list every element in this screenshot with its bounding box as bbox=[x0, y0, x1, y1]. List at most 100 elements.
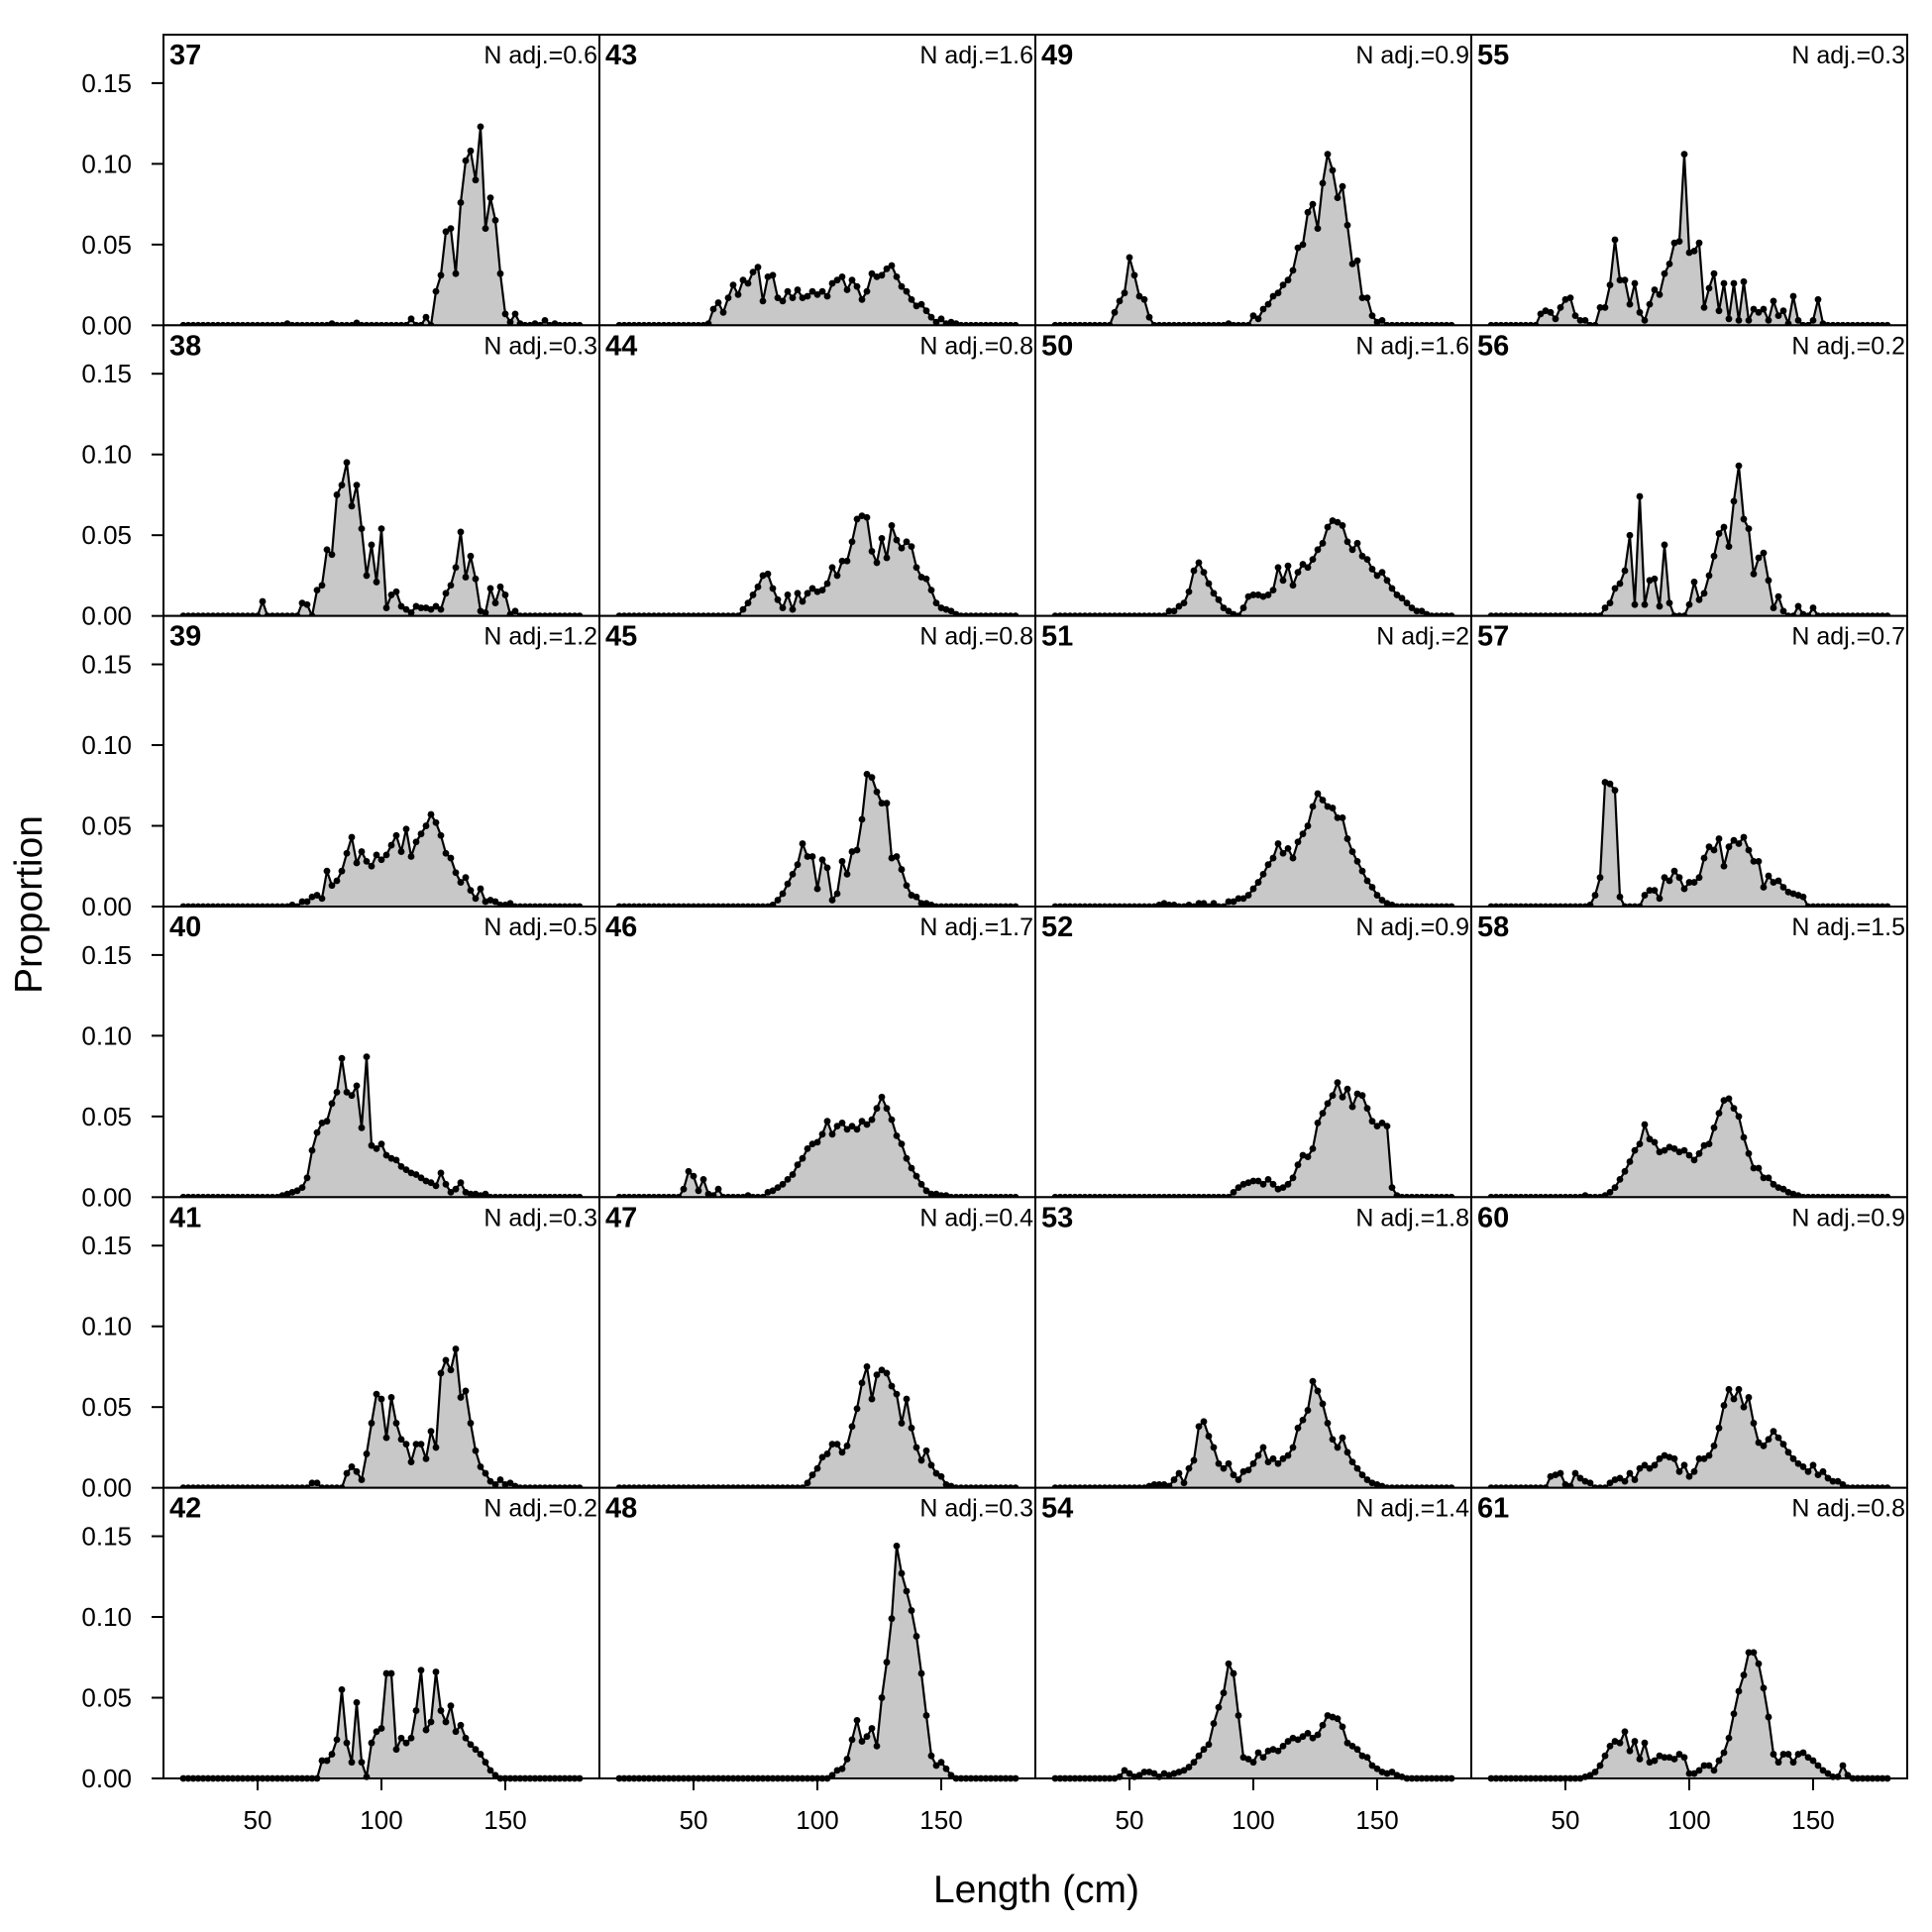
data-point bbox=[467, 1190, 475, 1198]
data-point bbox=[853, 1126, 861, 1133]
data-point bbox=[1205, 1433, 1213, 1440]
data-point bbox=[1690, 579, 1698, 586]
data-point bbox=[1616, 893, 1624, 901]
data-point bbox=[1220, 1464, 1228, 1472]
data-point bbox=[1641, 600, 1649, 608]
data-point bbox=[1740, 1671, 1748, 1679]
data-point bbox=[303, 1174, 311, 1182]
data-point bbox=[922, 1187, 930, 1195]
data-point bbox=[898, 1569, 906, 1577]
data-point bbox=[1249, 885, 1257, 893]
data-point bbox=[1685, 1770, 1693, 1777]
proportion-area bbox=[1055, 154, 1451, 326]
data-point bbox=[1225, 607, 1233, 615]
data-point bbox=[1651, 286, 1659, 293]
proportion-area bbox=[619, 1546, 1016, 1778]
data-point bbox=[1339, 1723, 1346, 1731]
data-point bbox=[407, 315, 415, 323]
data-point bbox=[1745, 1394, 1753, 1401]
data-point bbox=[1537, 310, 1545, 318]
data-point bbox=[1651, 1757, 1659, 1765]
panel-48: 48 N adj.=0.3 50 100 150 bbox=[598, 1486, 1036, 1835]
panel-id-label: 61 bbox=[1477, 1493, 1509, 1525]
data-point bbox=[1774, 1434, 1782, 1442]
data-point bbox=[754, 264, 762, 271]
data-point bbox=[1799, 1463, 1807, 1470]
data-point bbox=[1294, 1161, 1302, 1169]
data-point bbox=[883, 1105, 891, 1113]
data-point bbox=[1314, 1120, 1322, 1127]
data-point bbox=[373, 1390, 380, 1398]
data-point bbox=[1770, 1180, 1777, 1188]
data-point bbox=[1591, 1769, 1599, 1775]
data-point bbox=[338, 1685, 346, 1693]
data-point bbox=[412, 1707, 420, 1714]
data-point bbox=[422, 822, 430, 829]
data-point bbox=[853, 282, 861, 290]
data-point bbox=[719, 308, 727, 316]
data-point bbox=[1175, 602, 1183, 610]
data-point bbox=[1725, 1385, 1733, 1393]
data-point bbox=[1230, 1471, 1237, 1479]
n-adj-label: N adj.=1.7 bbox=[919, 913, 1033, 941]
data-point bbox=[1814, 1471, 1822, 1479]
data-point bbox=[1135, 292, 1143, 300]
data-point bbox=[1264, 591, 1272, 598]
data-point bbox=[467, 552, 475, 560]
panel-47: 47 N adj.=0.4 bbox=[598, 1196, 1036, 1492]
data-point bbox=[1616, 276, 1624, 284]
data-point bbox=[407, 1458, 415, 1466]
data-point bbox=[823, 580, 831, 588]
data-point bbox=[883, 1369, 891, 1377]
data-point bbox=[1309, 556, 1317, 564]
data-point bbox=[818, 1130, 826, 1138]
data-point bbox=[1289, 1444, 1297, 1451]
data-point bbox=[1363, 294, 1371, 301]
data-point bbox=[1720, 523, 1728, 531]
data-point bbox=[1606, 281, 1614, 288]
data-point bbox=[1700, 1454, 1708, 1462]
data-point bbox=[774, 595, 782, 603]
data-point bbox=[1586, 1771, 1594, 1779]
data-point bbox=[1656, 291, 1664, 298]
panel-id-label: 46 bbox=[605, 912, 637, 943]
x-tick-label: 150 bbox=[919, 1805, 962, 1835]
data-point bbox=[1378, 317, 1386, 324]
data-point bbox=[1626, 1469, 1634, 1477]
data-point bbox=[863, 287, 871, 295]
data-point bbox=[833, 276, 841, 284]
data-point bbox=[1656, 602, 1664, 610]
data-point bbox=[749, 268, 757, 275]
panel-background bbox=[599, 615, 1035, 907]
data-point bbox=[377, 856, 385, 864]
data-point bbox=[1646, 300, 1654, 308]
data-point bbox=[1755, 1164, 1763, 1172]
data-point bbox=[1180, 1767, 1188, 1774]
data-point bbox=[818, 856, 826, 864]
data-point bbox=[714, 1185, 722, 1193]
y-tick-label: 0.00 bbox=[81, 1182, 132, 1212]
y-tick-label: 0.05 bbox=[81, 1102, 132, 1131]
data-point bbox=[1809, 1757, 1817, 1765]
data-point bbox=[1829, 1477, 1837, 1485]
data-point bbox=[447, 1189, 455, 1196]
data-point bbox=[709, 305, 717, 313]
data-point bbox=[1358, 552, 1366, 560]
data-point bbox=[437, 1369, 445, 1377]
panel-id-label: 50 bbox=[1041, 330, 1073, 362]
data-point bbox=[1294, 1736, 1302, 1744]
n-adj-label: N adj.=0.8 bbox=[919, 332, 1033, 360]
proportion-area bbox=[1491, 1389, 1887, 1488]
panel-58: 58 N adj.=1.5 bbox=[1470, 906, 1908, 1201]
data-point bbox=[298, 898, 306, 906]
data-point bbox=[1230, 1669, 1237, 1677]
data-point bbox=[1195, 559, 1203, 567]
data-point bbox=[1621, 567, 1629, 575]
data-point bbox=[1200, 1746, 1208, 1754]
data-point bbox=[1348, 848, 1356, 855]
data-point bbox=[1596, 304, 1604, 311]
data-point bbox=[1740, 833, 1748, 841]
data-point bbox=[1215, 595, 1223, 603]
data-point bbox=[1789, 1759, 1797, 1767]
data-point bbox=[784, 880, 792, 888]
